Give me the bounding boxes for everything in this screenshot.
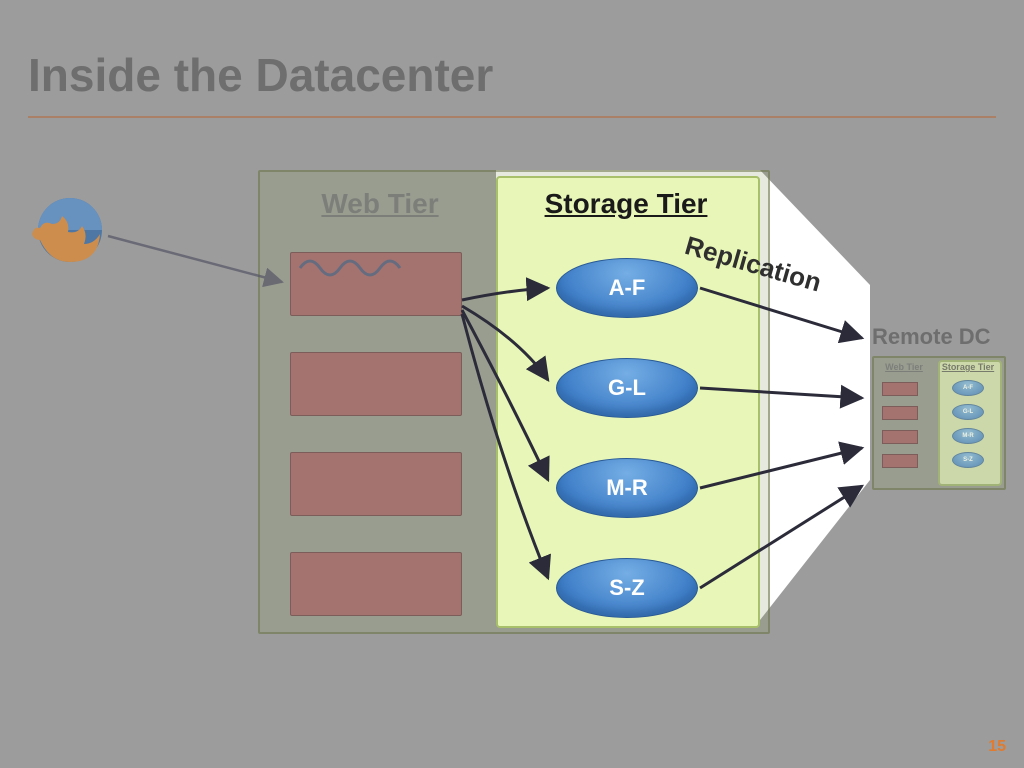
storage-node-af: A-F [556, 258, 698, 318]
page-number: 15 [988, 738, 1006, 756]
remote-node-3: M-R [952, 428, 984, 444]
remote-dc-label: Remote DC [872, 324, 991, 350]
remote-web-box-3 [882, 430, 918, 444]
web-box-1 [290, 252, 462, 316]
storage-node-mr: M-R [556, 458, 698, 518]
web-box-2 [290, 352, 462, 416]
remote-node-1: A-F [952, 380, 984, 396]
remote-node-2: G-L [952, 404, 984, 420]
storage-tier-label: Storage Tier [516, 188, 736, 220]
slide: Inside the Datacenter Web Tier Storage T… [0, 0, 1024, 768]
remote-web-box-1 [882, 382, 918, 396]
remote-node-4: S-Z [952, 452, 984, 468]
web-tier-label: Web Tier [300, 188, 460, 220]
remote-storage-label: Storage Tier [940, 362, 996, 372]
slide-title: Inside the Datacenter [28, 48, 493, 102]
remote-web-label: Web Tier [876, 362, 932, 372]
storage-node-gl: G-L [556, 358, 698, 418]
storage-node-sz: S-Z [556, 558, 698, 618]
title-rule [28, 116, 996, 118]
web-box-3 [290, 452, 462, 516]
web-box-4 [290, 552, 462, 616]
remote-web-box-4 [882, 454, 918, 468]
remote-web-box-2 [882, 406, 918, 420]
